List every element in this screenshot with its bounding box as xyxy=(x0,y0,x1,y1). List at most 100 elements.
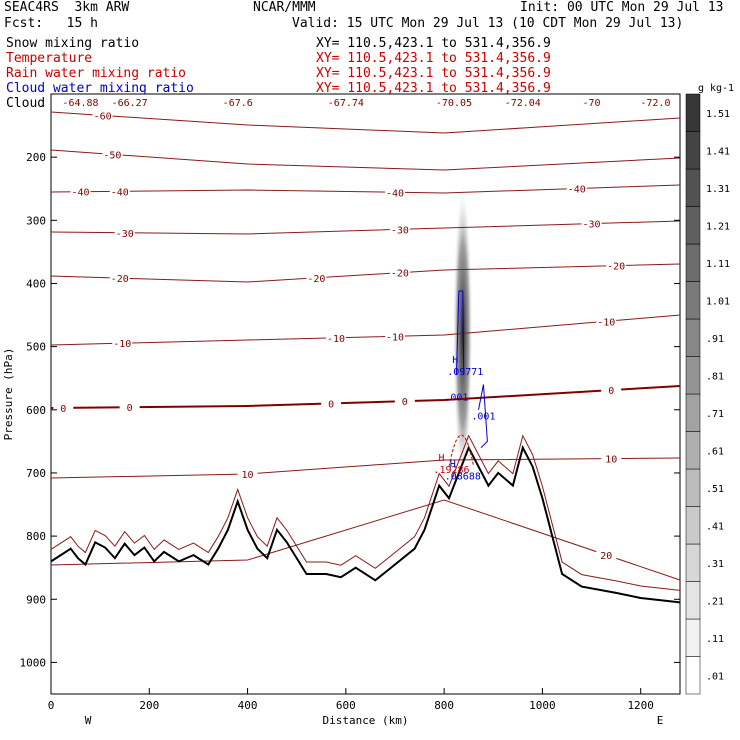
temperature-contour-label: 0 xyxy=(608,386,614,397)
y-axis-label: Pressure (hPa) xyxy=(2,348,15,441)
x-tick-label: 200 xyxy=(139,699,159,712)
field-name: Cloud water mixing ratio xyxy=(6,81,194,96)
contour-label-bg xyxy=(109,272,130,284)
contour-label-bg xyxy=(92,109,113,121)
colorbar-label: .11 xyxy=(706,634,724,645)
temperature-contour-label: -40 xyxy=(386,188,404,199)
extremum-value: .19286 xyxy=(433,465,469,476)
field-name: Rain water mixing ratio xyxy=(6,66,187,81)
contour-label-bg xyxy=(114,226,135,238)
colorbar-label: 1.51 xyxy=(706,109,730,120)
colorbar-label: .41 xyxy=(706,521,724,532)
contour-label-bg xyxy=(237,468,258,479)
temperature-contour-label: 20 xyxy=(600,551,612,562)
temperature-contour-label: -10 xyxy=(597,317,615,328)
temperature-contour-label: 0 xyxy=(402,397,408,408)
contour-label-bg xyxy=(389,266,410,278)
colorbar-swatch xyxy=(685,393,701,432)
temperature-contour-label: 10 xyxy=(605,455,617,466)
valid-time: Valid: 15 UTC Mon 29 Jul 13 (10 CDT Mon … xyxy=(292,16,684,31)
extremum-value: .001 xyxy=(471,411,495,422)
colorbar-label: 1.41 xyxy=(706,146,730,157)
top-contour-label: -72.04 xyxy=(505,98,541,109)
y-tick-label: 400 xyxy=(26,277,46,290)
top-contour-label: -67.74 xyxy=(328,98,364,109)
temperature-contour-label: -40 xyxy=(71,188,89,199)
x-end-label-west: W xyxy=(85,714,92,727)
colorbar-swatch xyxy=(685,581,701,620)
colorbar-swatch xyxy=(685,318,701,357)
extremum-value: .09771 xyxy=(447,367,483,378)
temperature-contour-label: -30 xyxy=(391,225,409,236)
contour-label-bg xyxy=(112,337,133,349)
contour-label-bg xyxy=(109,185,130,197)
y-tick-label: 800 xyxy=(26,530,46,543)
extremum-marker: H xyxy=(438,453,444,464)
y-tick-label: 500 xyxy=(26,341,46,354)
colorbar-swatch xyxy=(685,356,701,395)
x-end-label-east: E xyxy=(657,714,664,727)
init-time: Init: 00 UTC Mon 29 Jul 13 xyxy=(520,0,724,15)
colorbar-label: .01 xyxy=(706,671,724,682)
temperature-contour xyxy=(50,184,681,194)
contour-label-bg xyxy=(53,401,74,413)
colorbar-label: .51 xyxy=(706,484,724,495)
contour-label-bg xyxy=(389,223,410,235)
colorbar-swatch xyxy=(685,618,701,657)
temperature-contour-label: -40 xyxy=(111,187,129,198)
field-xy: XY= 110.5,423.1 to 531.4,356.9 xyxy=(316,66,551,81)
top-contour-label: -64.88 xyxy=(62,98,98,109)
extremum-marker: H xyxy=(450,459,456,470)
y-tick-label: 600 xyxy=(26,404,46,417)
colorbar-label: .81 xyxy=(706,371,724,382)
temperature-contour-label: -10 xyxy=(386,332,404,343)
model-name: SEAC4RS 3km ARW xyxy=(4,0,130,15)
surface-contour xyxy=(50,434,681,591)
contour-label-bg xyxy=(606,259,627,271)
y-tick-label: 200 xyxy=(26,151,46,164)
y-tick-label: 700 xyxy=(26,467,46,480)
colorbar-label: .71 xyxy=(706,409,724,420)
colorbar-label: .21 xyxy=(706,596,724,607)
contour-label-bg xyxy=(102,148,123,160)
cloud-water-contour xyxy=(455,290,465,376)
extremum-marker: H xyxy=(452,355,458,366)
top-contour-label: -66.27 xyxy=(112,98,148,109)
top-contour-label: -70.05 xyxy=(436,98,472,109)
temperature-contour xyxy=(50,499,681,581)
x-tick-label: 1200 xyxy=(627,699,654,712)
colorbar-label: 1.11 xyxy=(706,259,730,270)
colorbar-swatch xyxy=(685,656,701,695)
temperature-contour-label: -60 xyxy=(94,111,112,122)
colorbar-swatch xyxy=(685,506,701,545)
temperature-contour xyxy=(50,111,681,134)
colorbar-swatch xyxy=(685,543,701,582)
temperature-contour xyxy=(50,457,681,479)
x-tick-label: 0 xyxy=(48,699,55,712)
contour-label-bg xyxy=(384,330,405,342)
x-axis-label: Distance (km) xyxy=(322,714,408,727)
temperature-contour-label: -50 xyxy=(103,150,121,161)
contour-label-bg xyxy=(596,549,617,560)
terrain-line xyxy=(50,444,681,604)
x-tick-label: 1000 xyxy=(529,699,556,712)
contour-label-bg xyxy=(601,452,622,464)
x-tick-label: 400 xyxy=(238,699,258,712)
temperature-contour-label: -20 xyxy=(307,274,325,285)
contour-label-bg xyxy=(601,384,622,396)
contour-label-bg xyxy=(394,395,415,407)
temperature-contour-label: -30 xyxy=(583,220,601,231)
y-tick-label: 300 xyxy=(26,214,46,227)
contour-label-bg xyxy=(384,186,405,198)
y-tick-label: 900 xyxy=(26,593,46,606)
extremum-value: .08688 xyxy=(445,471,481,482)
colorbar-swatch xyxy=(685,431,701,470)
temperature-contour-label: -30 xyxy=(116,229,134,240)
colorbar-swatch xyxy=(685,243,701,282)
y-tick-label: 1000 xyxy=(20,656,47,669)
field-name: Snow mixing ratio xyxy=(6,36,140,51)
cloud-water-contour xyxy=(478,384,488,449)
x-tick-label: 600 xyxy=(336,699,356,712)
colorbar-label: .91 xyxy=(706,334,724,345)
